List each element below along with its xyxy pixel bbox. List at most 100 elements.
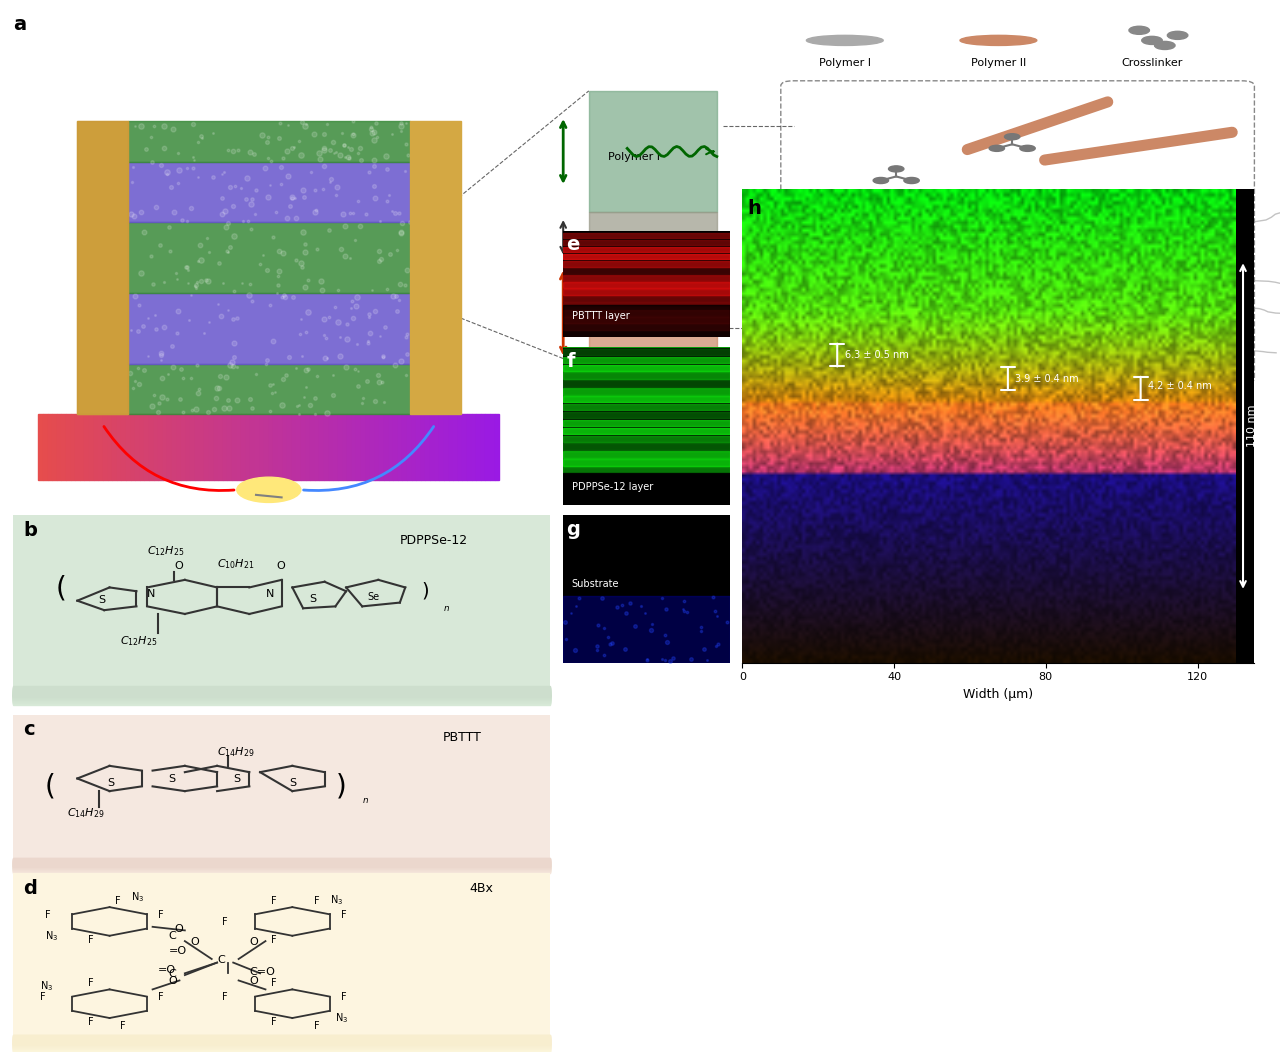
Text: O: O bbox=[169, 976, 178, 986]
Text: Polymer II: Polymer II bbox=[970, 58, 1027, 67]
Text: =O: =O bbox=[157, 966, 177, 975]
Text: C: C bbox=[169, 969, 177, 979]
Bar bbox=[563, 324, 730, 329]
Bar bbox=[13, 863, 550, 871]
Text: O: O bbox=[191, 936, 198, 947]
Bar bbox=[13, 690, 550, 700]
Bar bbox=[338, 414, 343, 480]
Text: O: O bbox=[250, 936, 259, 947]
Bar bbox=[228, 414, 232, 480]
Text: N: N bbox=[265, 589, 274, 599]
Bar bbox=[116, 414, 122, 480]
Bar bbox=[128, 292, 410, 364]
Bar bbox=[154, 414, 159, 480]
Bar bbox=[481, 414, 485, 480]
Bar bbox=[76, 414, 79, 480]
Bar bbox=[13, 858, 550, 867]
Bar bbox=[563, 268, 730, 274]
Text: S: S bbox=[289, 777, 297, 788]
Bar bbox=[563, 388, 730, 394]
Text: ): ) bbox=[335, 772, 346, 801]
Bar bbox=[13, 861, 550, 868]
Bar bbox=[563, 341, 730, 347]
Text: F: F bbox=[314, 1020, 320, 1031]
Bar bbox=[145, 414, 148, 480]
Text: O: O bbox=[174, 561, 183, 570]
Bar bbox=[13, 864, 550, 871]
Text: S: S bbox=[169, 774, 175, 785]
Bar bbox=[99, 414, 102, 480]
Bar bbox=[90, 414, 93, 480]
Bar bbox=[38, 414, 44, 480]
Bar bbox=[56, 414, 61, 480]
Bar bbox=[13, 1035, 550, 1045]
Bar bbox=[343, 414, 347, 480]
Bar bbox=[13, 864, 550, 871]
Text: N$_3$: N$_3$ bbox=[330, 893, 343, 908]
Bar bbox=[563, 297, 730, 302]
Ellipse shape bbox=[960, 36, 1037, 45]
Bar bbox=[182, 414, 186, 480]
Bar bbox=[370, 414, 375, 480]
Text: F: F bbox=[223, 917, 228, 927]
Bar bbox=[13, 1034, 550, 1044]
Circle shape bbox=[1167, 32, 1188, 39]
Text: 4.2 ± 0.4 nm: 4.2 ± 0.4 nm bbox=[1148, 381, 1212, 391]
Bar bbox=[320, 414, 324, 480]
Bar bbox=[412, 414, 416, 480]
Bar bbox=[421, 414, 425, 480]
Bar bbox=[13, 687, 550, 696]
Text: h: h bbox=[748, 199, 762, 218]
Bar bbox=[563, 276, 730, 281]
Bar bbox=[168, 414, 172, 480]
Bar bbox=[113, 414, 116, 480]
Text: d: d bbox=[23, 878, 37, 897]
Text: $C_{12}H_{25}$: $C_{12}H_{25}$ bbox=[147, 544, 184, 558]
Bar bbox=[269, 414, 274, 480]
Bar bbox=[84, 414, 90, 480]
Bar bbox=[13, 1037, 550, 1046]
Bar bbox=[13, 861, 550, 869]
Text: $_n$: $_n$ bbox=[443, 602, 451, 614]
Text: N$_3$: N$_3$ bbox=[40, 979, 52, 993]
Bar bbox=[563, 396, 730, 402]
Bar bbox=[13, 859, 550, 867]
Bar bbox=[13, 1044, 550, 1052]
Text: F: F bbox=[271, 935, 276, 945]
Text: (: ( bbox=[45, 772, 56, 801]
Bar bbox=[13, 691, 550, 701]
Bar bbox=[13, 858, 550, 866]
Bar bbox=[13, 1036, 550, 1046]
Bar bbox=[255, 414, 260, 480]
Bar bbox=[563, 289, 730, 295]
Bar bbox=[13, 688, 550, 697]
Bar bbox=[410, 121, 461, 414]
Bar bbox=[563, 348, 730, 355]
Bar bbox=[589, 263, 717, 368]
Text: $C_{12}H_{25}$: $C_{12}H_{25}$ bbox=[120, 634, 157, 648]
Circle shape bbox=[873, 178, 888, 183]
Bar bbox=[563, 305, 730, 337]
Circle shape bbox=[1143, 294, 1158, 300]
Text: F: F bbox=[88, 1017, 93, 1027]
Circle shape bbox=[1155, 41, 1175, 49]
Bar bbox=[79, 414, 84, 480]
Bar bbox=[177, 414, 182, 480]
Bar bbox=[13, 693, 550, 703]
Bar bbox=[13, 858, 550, 867]
Bar bbox=[563, 364, 730, 370]
Bar bbox=[563, 372, 730, 379]
Bar bbox=[251, 414, 255, 480]
Bar bbox=[563, 473, 730, 505]
Bar bbox=[563, 325, 730, 331]
Bar bbox=[356, 414, 361, 480]
Text: a: a bbox=[13, 15, 26, 34]
Circle shape bbox=[1032, 221, 1047, 226]
Text: b: b bbox=[23, 521, 37, 540]
Bar bbox=[379, 414, 384, 480]
Bar bbox=[563, 234, 730, 239]
Text: F: F bbox=[88, 977, 93, 988]
Text: C: C bbox=[218, 954, 225, 965]
Text: g: g bbox=[567, 520, 580, 539]
Circle shape bbox=[1001, 221, 1016, 226]
